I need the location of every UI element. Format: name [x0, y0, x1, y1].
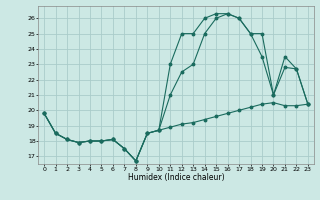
X-axis label: Humidex (Indice chaleur): Humidex (Indice chaleur) — [128, 173, 224, 182]
